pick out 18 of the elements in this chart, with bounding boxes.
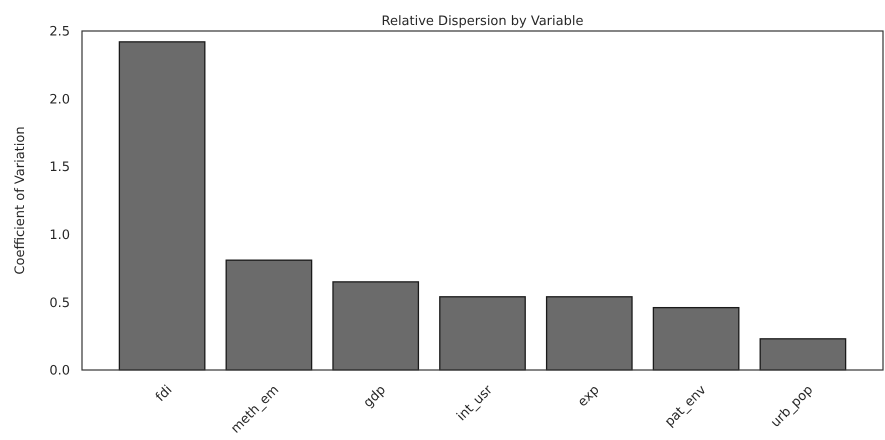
y-tick-label: 2.5 [49, 24, 70, 40]
x-tick-label: exp [575, 382, 603, 410]
bar [760, 338, 846, 371]
bar [118, 41, 206, 371]
y-axis-title: Coefficient of Variation [13, 126, 28, 275]
x-tick-label: gdp [360, 382, 389, 411]
y-tick-label: 1.5 [49, 160, 70, 176]
bar [226, 260, 312, 371]
y-tick-label: 2.0 [49, 92, 70, 108]
bar [652, 306, 740, 371]
chart-title: Relative Dispersion by Variable [382, 14, 584, 29]
bar [332, 281, 420, 371]
x-tick-label: fdi [153, 382, 176, 405]
y-tick-label: 1.0 [49, 228, 70, 243]
bar [546, 296, 633, 371]
bar [439, 296, 526, 371]
y-tick-label: 0.0 [49, 364, 70, 379]
y-tick-label: 0.5 [49, 296, 70, 311]
